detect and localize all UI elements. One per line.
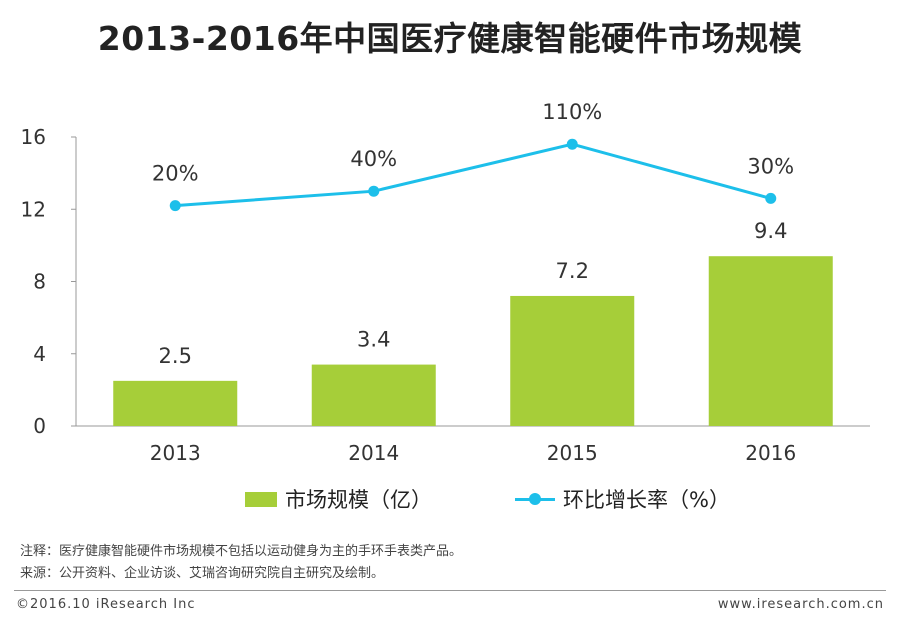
growth-rate-point bbox=[566, 138, 578, 150]
bar-value-label: 9.4 bbox=[754, 219, 787, 243]
growth-rate-label: 20% bbox=[152, 162, 199, 186]
growth-rate-line bbox=[175, 142, 772, 208]
x-tick-label: 2016 bbox=[745, 441, 796, 465]
growth-rate-label: 30% bbox=[747, 154, 794, 178]
bar-value-label: 2.5 bbox=[159, 344, 192, 368]
x-tick-label: 2014 bbox=[348, 441, 399, 465]
legend: 市场规模（亿） 环比增长率（%） bbox=[0, 484, 900, 514]
note-text: 注释：医疗健康智能硬件市场规模不包括以运动健身为主的手环手表类产品。 bbox=[20, 544, 463, 559]
footer-divider bbox=[14, 590, 886, 591]
chart-title: 2013-2016年中国医疗健康智能硬件市场规模 bbox=[97, 19, 803, 58]
growth-rate-label: 110% bbox=[542, 100, 602, 124]
x-tick-label: 2015 bbox=[547, 441, 598, 465]
notes: 注释：医疗健康智能硬件市场规模不包括以运动健身为主的手环手表类产品。 来源：公开… bbox=[20, 541, 462, 585]
growth-rate-point bbox=[169, 200, 181, 212]
bar bbox=[510, 295, 635, 426]
legend-line-label: 环比增长率（%） bbox=[563, 488, 730, 512]
y-tick-label: 12 bbox=[21, 197, 46, 221]
footer-website[interactable]: www.iresearch.com.cn bbox=[717, 597, 884, 612]
growth-rate-label: 40% bbox=[350, 147, 397, 171]
legend-bar-swatch bbox=[245, 491, 277, 507]
bar bbox=[708, 256, 833, 426]
legend-item-growth-rate[interactable]: 环比增长率（%） bbox=[515, 484, 730, 514]
bar bbox=[311, 364, 436, 426]
y-tick-label: 8 bbox=[33, 270, 46, 294]
y-tick-label: 0 bbox=[33, 414, 46, 438]
source-text: 来源：公开资料、企业访谈、艾瑞咨询研究院自主研究及绘制。 bbox=[20, 566, 385, 581]
growth-rate-point bbox=[368, 185, 380, 197]
growth-rate-point bbox=[765, 192, 777, 204]
footer-copyright: ©2016.10 iResearch Inc bbox=[16, 597, 196, 612]
x-tick-label: 2013 bbox=[150, 441, 201, 465]
y-tick-label: 4 bbox=[33, 342, 46, 366]
chart-area: 0 4 8 12 16 2.5 2013 3.4 2014 7.2 2015 9.4 2016 20% 40… bbox=[21, 100, 870, 465]
bar bbox=[113, 380, 238, 426]
y-tick-label: 16 bbox=[21, 125, 46, 149]
legend-item-market-size[interactable]: 市场规模（亿） bbox=[245, 484, 432, 514]
legend-line-swatch bbox=[515, 491, 555, 507]
bar-value-label: 7.2 bbox=[556, 259, 589, 283]
bar-value-label: 3.4 bbox=[357, 328, 390, 352]
legend-bar-label: 市场规模（亿） bbox=[285, 488, 432, 512]
